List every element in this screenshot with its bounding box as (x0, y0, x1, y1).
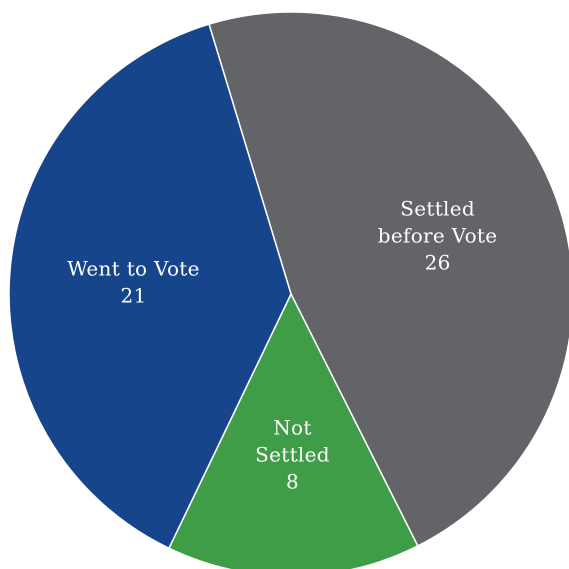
slice-label-line: before Vote (378, 223, 498, 247)
slice-label-not-settled: Not Settled 8 (255, 416, 330, 494)
slice-label-went-to-vote: Went to Vote 21 (67, 257, 200, 308)
pie-slice-not-settled (167, 292, 419, 569)
pie-slice-settled-before-vote (208, 11, 569, 547)
slice-value: 26 (425, 250, 451, 274)
slice-value: 8 (286, 470, 299, 494)
slice-label-settled-before-vote: Settled before Vote 26 (378, 196, 498, 274)
slice-value: 21 (120, 284, 146, 308)
slice-label-line: Went to Vote (67, 257, 200, 281)
pie-slices (8, 11, 569, 569)
pie-labels: Settled before Vote 26 Not Settled 8 Went to V… (67, 196, 497, 493)
slice-label-line: Settled (255, 443, 330, 467)
slice-label-line: Not (273, 416, 311, 440)
slice-label-line: Settled (400, 196, 475, 220)
pie-slice-went-to-vote (8, 23, 292, 550)
